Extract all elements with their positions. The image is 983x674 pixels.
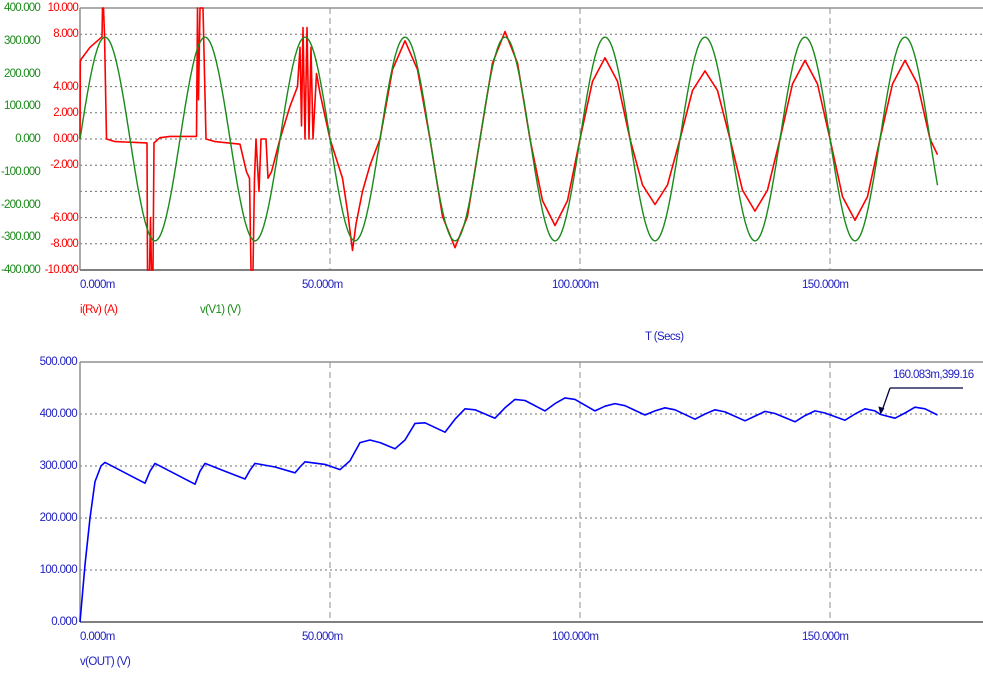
time-tick-label: 0.000m	[80, 279, 115, 291]
voltage-tick-label: 400.000	[4, 2, 41, 14]
current-tick-label: 0.000	[53, 133, 79, 145]
current-tick-label: -6.000	[50, 211, 79, 224]
annotation-arrowhead	[878, 406, 885, 415]
voltage-tick-label: -100.000	[1, 165, 41, 178]
time-tick-label: 150.000m	[802, 631, 849, 643]
bottom-y-tick-label: 500.000	[39, 356, 78, 368]
time-tick-label: 50.000m	[302, 631, 343, 643]
time-tick-label: 100.000m	[552, 631, 599, 643]
voltage-tick-label: -400.000	[1, 264, 41, 276]
voltage-in-series-line	[79, 36, 939, 242]
legend-voltage-out[interactable]: v(OUT) (V)	[80, 656, 131, 668]
voltage-tick-label: 300.000	[4, 34, 41, 47]
voltage-tick-label: 200.000	[4, 67, 41, 80]
bottom-y-tick-label: 100.000	[39, 564, 78, 576]
current-tick-label: 2.000	[53, 106, 79, 119]
current-tick-label: -2.000	[50, 159, 79, 172]
legend-current[interactable]: i(Rv) (A)	[80, 304, 118, 316]
current-tick-label: -8.000	[50, 237, 79, 250]
current-tick-label: 10.000	[47, 2, 79, 14]
voltage-out-series-line	[79, 397, 938, 623]
bottom-y-tick-label: 400.000	[39, 408, 78, 420]
time-tick-label: 150.000m	[802, 279, 849, 291]
voltage-tick-label: 0.000	[15, 133, 41, 145]
current-tick-label: 4.000	[53, 80, 79, 93]
time-tick-label: 0.000m	[80, 631, 115, 643]
legend-voltage-in[interactable]: v(V1) (V)	[200, 304, 241, 316]
current-tick-label: -10.000	[44, 264, 79, 276]
bottom-y-tick-label: 200.000	[39, 512, 78, 524]
current-series-line	[79, 7, 939, 271]
time-tick-label: 100.000m	[552, 279, 599, 291]
bottom-y-tick-label: 300.000	[39, 460, 78, 472]
voltage-tick-label: -300.000	[1, 231, 41, 244]
voltage-tick-label: -200.000	[1, 198, 41, 211]
bottom-y-tick-label: 0.000	[51, 616, 77, 628]
cursor-annotation[interactable]: 160.083m,399.16	[893, 369, 974, 381]
current-tick-label: 8.000	[53, 28, 79, 41]
x-axis-label: T (Secs)	[645, 331, 684, 343]
time-tick-label: 50.000m	[302, 279, 343, 291]
voltage-tick-label: 100.000	[4, 100, 41, 113]
